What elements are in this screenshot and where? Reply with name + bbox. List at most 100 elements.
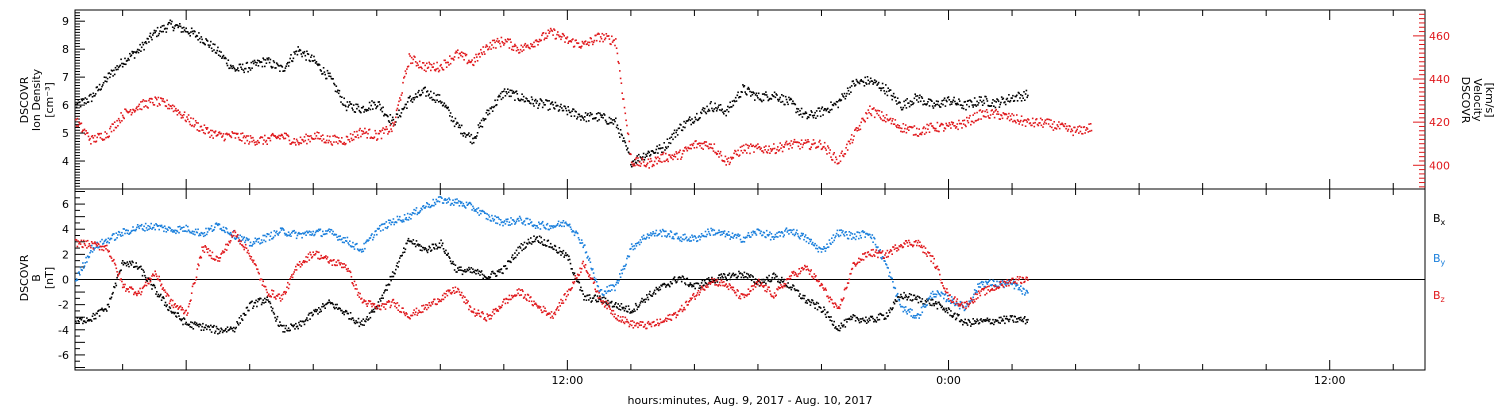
point [203, 232, 206, 234]
point [819, 115, 822, 118]
point [800, 113, 802, 116]
point [530, 43, 532, 45]
point [502, 272, 504, 275]
point [480, 270, 483, 272]
point [259, 137, 261, 139]
point [753, 151, 755, 153]
point [635, 156, 638, 159]
point [671, 282, 673, 285]
point [435, 68, 438, 70]
point [954, 127, 957, 129]
point [617, 303, 619, 305]
point [665, 159, 668, 161]
point [397, 104, 399, 106]
point [827, 246, 830, 248]
point [1013, 119, 1016, 122]
point [289, 329, 291, 332]
point [252, 241, 255, 243]
point [578, 238, 581, 241]
point [1009, 115, 1012, 117]
point [554, 245, 557, 248]
point [726, 158, 728, 160]
point [194, 228, 197, 231]
point [513, 45, 515, 48]
point [769, 231, 771, 234]
point [260, 303, 263, 306]
point [384, 128, 387, 131]
point [511, 223, 513, 225]
point [1003, 315, 1005, 318]
point [258, 298, 260, 301]
point [464, 269, 466, 271]
point [734, 233, 737, 236]
point [543, 239, 546, 241]
point [1074, 131, 1077, 133]
point [465, 201, 468, 204]
point [223, 139, 226, 142]
point [426, 67, 429, 69]
point [618, 132, 620, 134]
point [565, 37, 568, 40]
point [614, 303, 616, 306]
point [184, 230, 187, 232]
point [851, 316, 854, 319]
point [109, 238, 111, 241]
point [617, 127, 619, 130]
point [83, 128, 86, 131]
point [487, 109, 490, 112]
point [876, 316, 878, 319]
point [912, 316, 914, 319]
point [819, 307, 822, 309]
point [595, 117, 597, 119]
point [767, 234, 770, 237]
point [970, 100, 972, 102]
point [839, 160, 842, 163]
point [916, 298, 918, 301]
point [920, 96, 923, 98]
point [285, 233, 287, 235]
point [328, 299, 330, 301]
point [421, 249, 423, 252]
point [712, 150, 715, 152]
point [430, 63, 433, 66]
point [954, 312, 956, 315]
point [519, 217, 522, 219]
point [1084, 132, 1086, 134]
point [205, 324, 207, 326]
point [653, 164, 655, 167]
point [825, 247, 827, 250]
point [345, 109, 348, 112]
point [626, 257, 628, 260]
point [178, 231, 180, 234]
point [377, 301, 380, 303]
point [474, 60, 476, 63]
point [739, 96, 742, 98]
point [510, 261, 512, 264]
point [181, 114, 183, 117]
point [119, 64, 122, 67]
point [579, 289, 581, 291]
point [287, 329, 289, 332]
point [855, 235, 858, 238]
point [432, 66, 434, 68]
point [580, 45, 583, 48]
point [127, 229, 129, 232]
point [329, 75, 332, 78]
point [594, 294, 596, 296]
point [379, 230, 382, 232]
point [484, 46, 487, 48]
point [608, 38, 611, 40]
point [1039, 122, 1041, 124]
point [472, 207, 475, 210]
point [889, 276, 892, 278]
point [1037, 124, 1040, 127]
point [966, 324, 969, 326]
point [583, 299, 585, 301]
point [565, 252, 567, 254]
point [860, 79, 862, 81]
point [796, 107, 798, 110]
point [408, 53, 411, 55]
point [880, 313, 882, 315]
point [919, 314, 921, 316]
point [733, 152, 735, 155]
